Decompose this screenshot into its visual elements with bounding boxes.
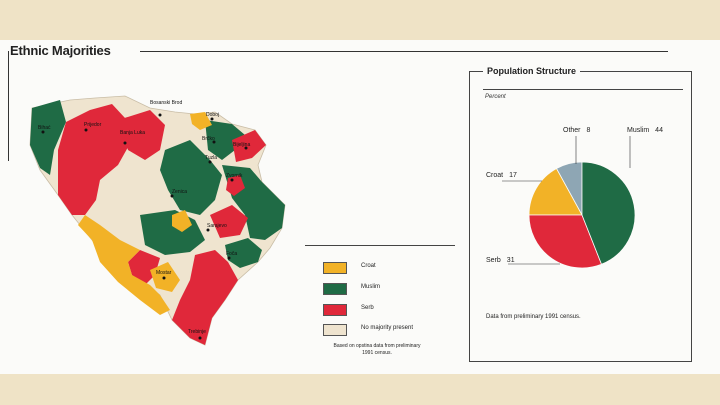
panel-title: Population Structure bbox=[483, 66, 581, 76]
city-label-zenica: Zenica bbox=[172, 189, 187, 195]
pie-label-other-name: Other bbox=[563, 127, 581, 134]
pie-slice-croat bbox=[528, 168, 583, 216]
legend-label-no-majority: No majority present bbox=[361, 325, 414, 331]
pie-label-croat: Croat 17 bbox=[486, 172, 517, 179]
percent-label: Percent bbox=[485, 94, 506, 100]
city-dot-zenica bbox=[170, 194, 174, 198]
city-dot-trebinje bbox=[198, 336, 202, 340]
population-panel bbox=[469, 71, 692, 362]
city-dot-sarajevo bbox=[206, 228, 210, 232]
city-label-sarajevo: Sarajevo bbox=[207, 223, 227, 229]
region-croat-posavina bbox=[190, 112, 212, 130]
city-label-banjaluka: Banja Luka bbox=[120, 130, 145, 136]
region-croat-herzegovina bbox=[78, 215, 170, 315]
city-dot-bihac bbox=[41, 130, 45, 134]
city-dot-doboj bbox=[210, 117, 214, 121]
pie-label-muslim: Muslim 44 bbox=[627, 127, 663, 134]
region-muslim-bihac bbox=[30, 100, 66, 175]
pie-label-croat-name: Croat bbox=[486, 172, 504, 179]
pie-label-other-value: 8 bbox=[586, 127, 591, 134]
frame-rule bbox=[8, 51, 9, 161]
region-serb-banjaluka bbox=[118, 110, 165, 160]
legend-note: Based on opstina data from preliminary 1… bbox=[333, 343, 421, 356]
region-serb-west bbox=[128, 250, 160, 285]
pie-slice-muslim bbox=[581, 161, 636, 265]
city-label-bihac: Bihać bbox=[38, 125, 51, 131]
pie-label-serb: Serb 31 bbox=[486, 257, 515, 264]
city-label-tuzla: Tuzla bbox=[205, 155, 217, 161]
pie-slice-serb bbox=[528, 214, 603, 269]
title-rule bbox=[140, 51, 668, 52]
pie-label-other: Other 8 bbox=[563, 127, 590, 134]
city-label-mostar: Mostar bbox=[156, 270, 172, 276]
pie-label-serb-name: Serb bbox=[486, 257, 501, 264]
city-label-bosanski-brod: Bosanski Brod bbox=[150, 100, 182, 106]
region-croat-central bbox=[172, 210, 192, 232]
region-serb-south bbox=[172, 250, 238, 345]
city-label-bijeljina: Bijeljina bbox=[233, 142, 250, 148]
city-dot-brcko bbox=[212, 140, 216, 144]
city-label-prijedor: Prijedor bbox=[84, 122, 102, 128]
panel-rule bbox=[483, 89, 683, 90]
city-dot-tuzla bbox=[208, 160, 212, 164]
city-dot-prijedor bbox=[84, 128, 88, 132]
pie-label-muslim-name: Muslim bbox=[627, 127, 650, 134]
city-label-doboj: Doboj bbox=[206, 112, 219, 118]
city-dot-banjaluka bbox=[123, 141, 127, 145]
legend-label-muslim: Muslim bbox=[361, 284, 380, 290]
region-serb-east bbox=[210, 205, 248, 238]
legend-swatch-serb bbox=[323, 304, 347, 316]
legend-label-serb: Serb bbox=[361, 305, 374, 311]
map-title: Ethnic Majorities bbox=[10, 43, 111, 58]
city-dot-zvornik bbox=[230, 178, 234, 182]
region-muslim-central bbox=[160, 140, 222, 215]
pie-footnote: Data from preliminary 1991 census. bbox=[486, 314, 581, 320]
region-muslim-foca bbox=[225, 238, 262, 268]
pie-label-croat-value: 17 bbox=[509, 172, 517, 179]
pie-label-muslim-value: 44 bbox=[655, 127, 663, 134]
legend-swatch-muslim bbox=[323, 283, 347, 295]
region-serb-bijeljina bbox=[232, 130, 266, 162]
region-serb-northwest bbox=[58, 104, 132, 215]
city-dot-bijeljina bbox=[244, 146, 248, 150]
legend-rule bbox=[305, 245, 455, 246]
city-label-trebinje: Trebinje bbox=[188, 329, 206, 335]
legend-label-croat: Croat bbox=[361, 263, 376, 269]
city-dot-mostar bbox=[162, 276, 166, 280]
legend-swatch-croat bbox=[323, 262, 347, 274]
legend-swatch-no-majority bbox=[323, 324, 347, 336]
city-dot-bosanski-brod bbox=[158, 113, 162, 117]
city-label-brcko: Brčko bbox=[202, 136, 215, 142]
city-label-zvornik: Zvornik bbox=[226, 173, 243, 179]
city-label-foca: Foča bbox=[226, 251, 237, 257]
pie-label-serb-value: 31 bbox=[506, 257, 515, 264]
city-dot-foca bbox=[227, 256, 231, 260]
